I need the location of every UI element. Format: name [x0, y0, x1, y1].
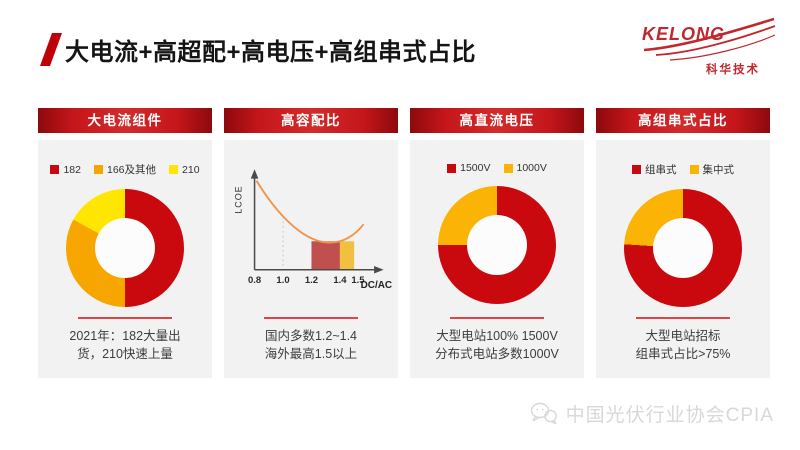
lcoe-curve: [255, 180, 365, 244]
card-caption: 2021年：182大量出 货，210快速上量: [69, 327, 180, 365]
card-caption: 国内多数1.2~1.4 海外最高1.5以上: [265, 327, 357, 365]
legend-swatch: [503, 163, 513, 173]
legend-item: 182: [50, 164, 81, 176]
card-body: LCOE 0.8 1.0 1.2 1.4 1.5 DC/AC 国内多数1.2~1…: [224, 140, 398, 378]
card-body: 182 166及其他 210 2021年：182大量出 货，210快速上量: [38, 140, 212, 378]
legend-item: 166及其他: [93, 162, 157, 177]
lcoe-vs-dcac-chart: LCOE 0.8 1.0 1.2 1.4 1.5 DC/AC: [233, 169, 393, 291]
red-divider: [636, 316, 730, 319]
red-divider: [264, 316, 358, 319]
x-axis-arrow: [374, 265, 384, 274]
card-body: 组串式 集中式 大型电站招标 组串式占比>75%: [596, 140, 770, 378]
logo-brand-text: KELONG: [642, 24, 725, 44]
caption-line: 大型电站100% 1500V: [436, 328, 558, 343]
legend-swatch: [169, 165, 179, 174]
kelong-logo: KELONG 科华技术: [642, 17, 776, 76]
wechat-icon: [530, 402, 557, 424]
card-high-dc-voltage: 高直流电压 1500V 1000V 大型电站100% 1500V 分布式电站多数…: [410, 108, 584, 378]
chart-legend: 182 166及其他 210: [50, 162, 200, 177]
x-tick: 1.2: [305, 275, 318, 286]
overseas-range-band: [339, 241, 355, 270]
card-header: 大电流组件: [38, 108, 212, 133]
cards-row: 大电流组件 182 166及其他 210: [38, 108, 770, 378]
card-header: 高组串式占比: [596, 108, 770, 133]
footer-watermark: 中国光伏行业协会CPIA: [529, 400, 774, 427]
donut-chart-inverter-share: [624, 189, 742, 307]
card-caption: 大型电站100% 1500V 分布式电站多数1000V: [435, 327, 559, 365]
legend-label: 166及其他: [106, 164, 157, 176]
legend-item: 组串式: [632, 162, 677, 177]
donut-chart-voltage-share: [438, 186, 556, 304]
legend-item: 210: [169, 164, 200, 176]
donut-chart-module-share: [66, 189, 184, 307]
logo-subtitle-text: 科华技术: [706, 62, 760, 76]
x-tick: 1.0: [276, 275, 289, 286]
legend-label: 1000V: [516, 162, 547, 174]
red-divider: [450, 316, 544, 319]
optimal-range-band: [311, 241, 340, 270]
y-axis-arrow: [250, 169, 259, 179]
caption-line: 货，210快速上量: [77, 347, 173, 362]
donut-hole: [467, 215, 527, 275]
x-tick: 0.8: [248, 275, 261, 286]
logo-swoosh: [643, 17, 775, 52]
footer-text: 中国光伏行业协会CPIA: [565, 405, 774, 426]
title-accent-slash: [39, 33, 63, 66]
red-divider: [78, 316, 172, 319]
page-title: 大电流+高超配+高电压+高组串式占比: [65, 39, 477, 66]
legend-swatch: [50, 165, 60, 174]
legend-item: 1500V: [447, 162, 491, 174]
legend-label: 1500V: [460, 162, 491, 174]
card-dc-ac-ratio: 高容配比 LCOE 0.8 1.0 1.2 1.4 1.5 DC/AC: [224, 108, 398, 378]
caption-line: 海外最高1.5以上: [264, 347, 358, 362]
legend-label: 组串式: [645, 164, 677, 176]
card-body: 1500V 1000V 大型电站100% 1500V 分布式电站多数1000V: [410, 140, 584, 378]
logo-swoosh: [655, 25, 776, 56]
legend-label: 210: [182, 163, 200, 176]
legend-item: 集中式: [689, 162, 735, 177]
legend-swatch: [632, 165, 641, 174]
legend-swatch: [689, 165, 699, 174]
card-caption: 大型电站招标 组串式占比>75%: [636, 327, 731, 365]
donut-hole: [95, 218, 155, 278]
caption-line: 组串式占比>75%: [635, 347, 731, 362]
caption-line: 2021年：182大量出: [69, 328, 181, 343]
x-tick: 1.4: [333, 275, 347, 286]
chart-legend: 1500V 1000V: [447, 162, 547, 174]
donut-hole: [653, 218, 713, 278]
caption-line: 分布式电站多数1000V: [435, 347, 559, 362]
legend-swatch: [93, 165, 103, 174]
logo-swoosh: [669, 34, 776, 61]
legend-swatch: [447, 163, 457, 173]
caption-line: 大型电站招标: [645, 328, 721, 343]
x-axis-label: DC/AC: [361, 280, 393, 291]
legend-label: 集中式: [702, 164, 735, 176]
card-string-inverter-share: 高组串式占比 组串式 集中式 大型电站招标 组串式占比>75%: [596, 108, 770, 378]
card-header: 高直流电压: [410, 108, 584, 133]
y-axis-label: LCOE: [233, 185, 243, 213]
chart-legend: 组串式 集中式: [632, 162, 734, 177]
x-tick: 1.5: [351, 275, 364, 286]
card-large-current-modules: 大电流组件 182 166及其他 210: [38, 108, 212, 378]
legend-label: 182: [63, 163, 81, 176]
legend-item: 1000V: [503, 162, 547, 174]
card-header: 高容配比: [224, 108, 398, 133]
caption-line: 国内多数1.2~1.4: [264, 328, 358, 343]
